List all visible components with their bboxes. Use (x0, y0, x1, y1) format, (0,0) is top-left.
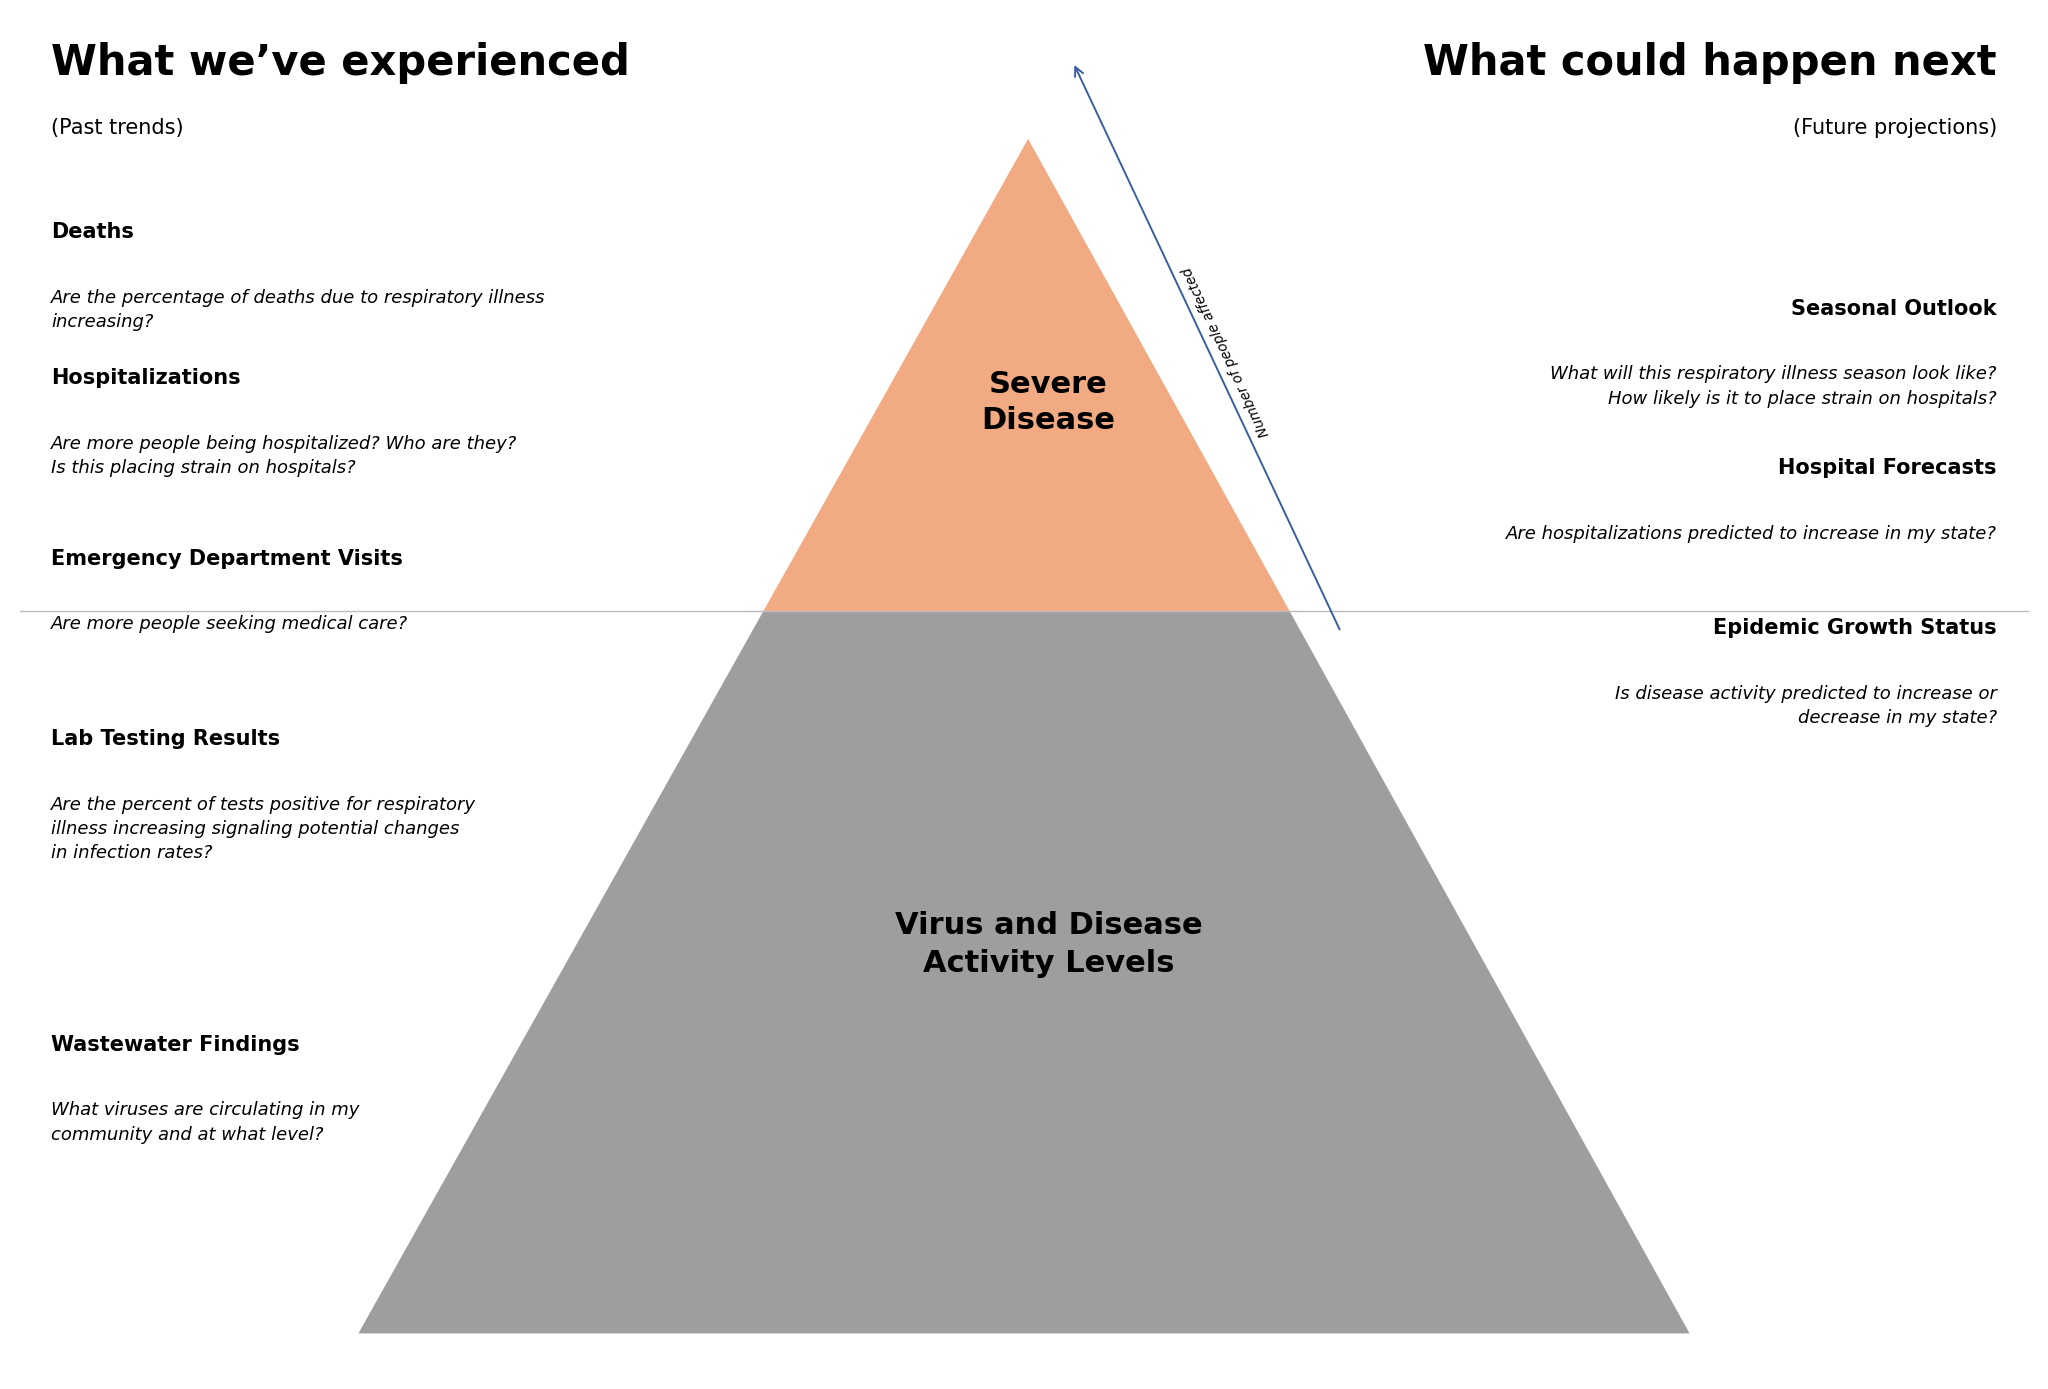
Text: Epidemic Growth Status: Epidemic Growth Status (1714, 618, 1997, 638)
Text: Are hospitalizations predicted to increase in my state?: Are hospitalizations predicted to increa… (1505, 525, 1997, 543)
Polygon shape (358, 611, 1690, 1333)
Text: Hospitalizations: Hospitalizations (51, 368, 242, 388)
Text: Are the percent of tests positive for respiratory
illness increasing signaling p: Are the percent of tests positive for re… (51, 796, 477, 863)
Text: Seasonal Outlook: Seasonal Outlook (1792, 299, 1997, 318)
Text: (Future projections): (Future projections) (1792, 118, 1997, 138)
Text: What could happen next: What could happen next (1423, 42, 1997, 83)
Text: Lab Testing Results: Lab Testing Results (51, 729, 281, 749)
Text: (Past trends): (Past trends) (51, 118, 184, 138)
Text: Is disease activity predicted to increase or
decrease in my state?: Is disease activity predicted to increas… (1616, 685, 1997, 726)
Text: Are more people being hospitalized? Who are they?
Is this placing strain on hosp: Are more people being hospitalized? Who … (51, 435, 518, 476)
Text: Wastewater Findings: Wastewater Findings (51, 1035, 299, 1054)
Text: What we’ve experienced: What we’ve experienced (51, 42, 631, 83)
Text: Are more people seeking medical care?: Are more people seeking medical care? (51, 615, 408, 633)
Text: Deaths: Deaths (51, 222, 133, 242)
Text: Number of people affected: Number of people affected (1180, 264, 1272, 439)
Text: Severe
Disease: Severe Disease (981, 371, 1116, 435)
Polygon shape (764, 139, 1290, 611)
Text: Emergency Department Visits: Emergency Department Visits (51, 549, 403, 568)
Text: Virus and Disease
Activity Levels: Virus and Disease Activity Levels (895, 911, 1202, 978)
Text: Hospital Forecasts: Hospital Forecasts (1778, 458, 1997, 478)
Text: What viruses are circulating in my
community and at what level?: What viruses are circulating in my commu… (51, 1101, 360, 1143)
Text: Are the percentage of deaths due to respiratory illness
increasing?: Are the percentage of deaths due to resp… (51, 289, 545, 331)
Text: What will this respiratory illness season look like?
How likely is it to place s: What will this respiratory illness seaso… (1550, 365, 1997, 407)
